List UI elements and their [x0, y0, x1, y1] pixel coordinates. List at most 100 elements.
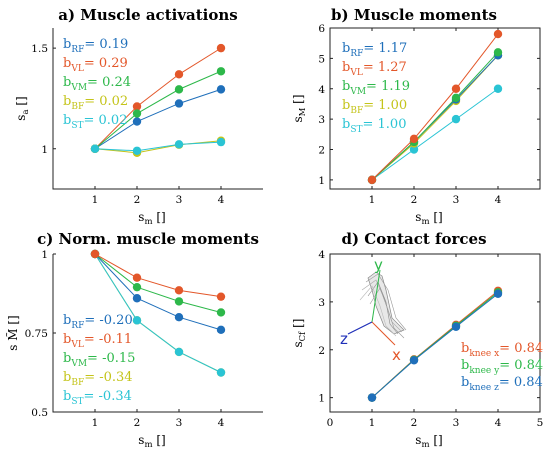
panel-d-title: d) Contact forces — [341, 230, 486, 248]
x-tick-label: 3 — [176, 194, 183, 206]
legend-entry-knee_x: bknee x= 0.84 — [461, 341, 543, 359]
legend-entry-rf: bRF= 1.17 — [342, 41, 407, 59]
y-axis-label: s M̃ [] — [5, 315, 20, 350]
x-tick-label: 3 — [176, 417, 183, 429]
legend-entry-st: bST= -0.34 — [63, 389, 132, 407]
data-point-st — [216, 137, 226, 147]
legend-entry-bf: bBF= 1.00 — [342, 98, 407, 116]
y-tick-label: 2 — [318, 145, 325, 157]
data-point-vl — [132, 102, 142, 111]
data-point-rf — [174, 99, 184, 108]
axis-lines — [52, 28, 263, 190]
data-point-vl — [216, 292, 226, 301]
legend-entry-vl: bVL= 1.27 — [342, 60, 407, 78]
data-point-st — [132, 146, 142, 155]
series-line-rf — [94, 88, 222, 150]
data-point-vm — [493, 48, 503, 57]
legend-entry-st: bST= 1.00 — [342, 117, 406, 135]
data-point-knee_z — [409, 356, 419, 365]
x-tick-label: 4 — [218, 417, 225, 429]
data-point-vl — [132, 273, 142, 282]
legend-entry-rf: bRF= -0.20 — [63, 313, 133, 331]
legend-entry-vm: bVM= -0.15 — [63, 351, 135, 369]
series-line-vm — [94, 70, 222, 150]
data-point-st — [90, 144, 100, 153]
series-line-vl — [94, 47, 222, 150]
legend-entry-vl: bVL= 0.29 — [63, 56, 128, 74]
x-tick-label: 1 — [369, 194, 376, 206]
legend-entry-bf: bBF= 0.02 — [63, 94, 128, 112]
y-axis-label: sM [] — [291, 94, 308, 122]
data-point-st — [451, 114, 461, 124]
y-tick-label: 2 — [318, 345, 325, 357]
data-point-vl — [216, 43, 226, 53]
x-tick-label: 4 — [495, 417, 502, 429]
data-point-vl — [90, 249, 100, 259]
data-point-vl — [493, 29, 503, 39]
x-tick-label: 3 — [453, 194, 460, 206]
legend-entry-knee_z: bknee z= 0.84 — [461, 375, 543, 393]
series-line-st — [94, 253, 222, 373]
y-tick-label: 0.5 — [31, 407, 48, 419]
panel-a-title: a) Muscle activations — [58, 6, 238, 24]
data-point-vm — [132, 109, 142, 118]
y-tick-label: 1 — [318, 175, 325, 187]
series-line-knee_z — [371, 293, 499, 399]
knee-leg-icon: y x z — [340, 256, 407, 364]
series-line-rf — [94, 253, 222, 331]
data-point-vm — [216, 308, 226, 317]
y-tick-label: 0.75 — [25, 328, 48, 340]
y-tick-label: 3 — [318, 297, 325, 309]
legend-entry-st: bST= 0.02 — [63, 113, 127, 131]
data-point-knee_z — [493, 289, 503, 298]
y-tick-label: 5 — [318, 53, 325, 65]
series-line-st — [371, 88, 499, 181]
data-point-vm — [132, 282, 142, 292]
panel-b-title: b) Muscle moments — [331, 6, 497, 24]
data-point-rf — [132, 294, 142, 303]
y-tick-label: 3 — [318, 114, 325, 126]
data-point-knee_z — [367, 393, 377, 402]
panel-c-title: c) Norm. muscle moments — [37, 230, 259, 248]
data-point-rf — [174, 313, 184, 322]
data-point-rf — [132, 117, 142, 126]
y-tick-label: 6 — [318, 23, 325, 35]
data-point-st — [409, 145, 419, 154]
data-point-rf — [216, 325, 226, 335]
x-axis-label: sm [] — [415, 433, 442, 450]
data-point-rf — [216, 85, 226, 94]
series-line-bf — [94, 140, 222, 154]
axis-box — [329, 253, 541, 413]
x-axis-label: sm [] — [415, 210, 442, 227]
x-tick-label: 4 — [218, 194, 225, 206]
series-line-vm — [94, 253, 222, 313]
series-line-vm — [371, 51, 499, 181]
x-tick-label: 3 — [453, 417, 460, 429]
x-tick-label: 2 — [411, 194, 418, 206]
x-tick-label: 4 — [495, 194, 502, 206]
y-tick-label: 1 — [41, 144, 48, 156]
data-point-vm — [174, 297, 184, 306]
x-tick-label: 2 — [134, 417, 141, 429]
y-tick-label: 4 — [318, 84, 325, 96]
axis-box — [329, 27, 541, 190]
x-tick-label: 1 — [92, 417, 99, 429]
axis-z-label: z — [340, 330, 348, 348]
data-point-vl — [367, 175, 377, 185]
x-tick-label: 2 — [411, 417, 418, 429]
axis-x-label: x — [392, 346, 401, 364]
y-tick-label: 1 — [41, 249, 48, 261]
data-point-vl — [409, 134, 419, 144]
data-point-vl — [451, 84, 461, 93]
x-axis-label: sm [] — [138, 210, 165, 227]
data-point-vm — [174, 85, 184, 94]
data-point-vl — [174, 70, 184, 79]
legend-entry-knee_y: bknee y= 0.84 — [461, 358, 543, 376]
y-tick-label: 4 — [318, 249, 325, 261]
data-point-st — [132, 316, 142, 325]
